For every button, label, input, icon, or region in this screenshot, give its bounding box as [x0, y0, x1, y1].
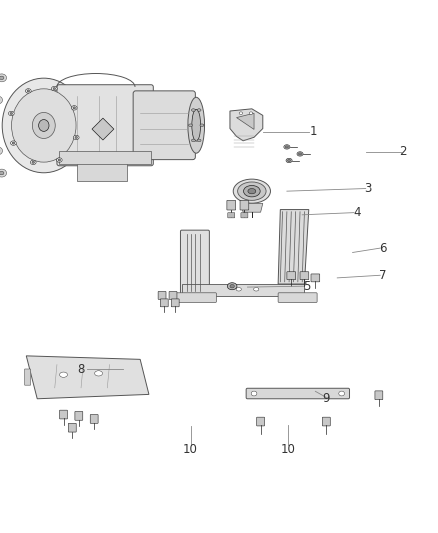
- Ellipse shape: [75, 136, 78, 139]
- FancyBboxPatch shape: [169, 292, 177, 300]
- Ellipse shape: [39, 119, 49, 131]
- FancyBboxPatch shape: [300, 272, 309, 280]
- Ellipse shape: [191, 109, 195, 111]
- Ellipse shape: [12, 142, 15, 144]
- Ellipse shape: [297, 152, 303, 156]
- Ellipse shape: [286, 158, 292, 163]
- Ellipse shape: [197, 139, 201, 142]
- Ellipse shape: [30, 160, 36, 165]
- Ellipse shape: [197, 109, 201, 111]
- FancyBboxPatch shape: [246, 388, 350, 399]
- Ellipse shape: [25, 88, 31, 93]
- Ellipse shape: [248, 189, 256, 194]
- Ellipse shape: [339, 391, 344, 396]
- FancyBboxPatch shape: [278, 293, 317, 302]
- FancyBboxPatch shape: [227, 200, 236, 210]
- FancyBboxPatch shape: [322, 417, 330, 426]
- Ellipse shape: [188, 124, 193, 126]
- Ellipse shape: [227, 282, 237, 290]
- Ellipse shape: [71, 106, 77, 110]
- Text: 5: 5: [303, 280, 310, 293]
- Ellipse shape: [60, 372, 67, 377]
- Text: 7: 7: [379, 269, 387, 282]
- Ellipse shape: [0, 96, 3, 104]
- Ellipse shape: [254, 287, 259, 291]
- Ellipse shape: [237, 182, 266, 200]
- Text: 10: 10: [281, 443, 296, 456]
- Ellipse shape: [287, 159, 291, 161]
- Text: 1: 1: [309, 125, 317, 138]
- Ellipse shape: [0, 171, 4, 175]
- Ellipse shape: [2, 78, 85, 173]
- Ellipse shape: [58, 159, 60, 161]
- FancyBboxPatch shape: [77, 159, 127, 181]
- Text: 2: 2: [399, 146, 407, 158]
- Ellipse shape: [236, 287, 241, 291]
- Polygon shape: [92, 118, 114, 140]
- FancyBboxPatch shape: [75, 411, 83, 420]
- FancyBboxPatch shape: [311, 274, 320, 282]
- Ellipse shape: [52, 86, 57, 91]
- Ellipse shape: [27, 90, 30, 92]
- Ellipse shape: [0, 147, 3, 155]
- Ellipse shape: [11, 141, 16, 146]
- Ellipse shape: [233, 179, 270, 203]
- Ellipse shape: [10, 112, 13, 115]
- FancyBboxPatch shape: [171, 299, 179, 307]
- Polygon shape: [241, 204, 263, 212]
- Text: 3: 3: [364, 182, 371, 195]
- FancyBboxPatch shape: [133, 91, 195, 159]
- Ellipse shape: [244, 185, 260, 197]
- Ellipse shape: [57, 158, 62, 162]
- Ellipse shape: [285, 146, 288, 148]
- Ellipse shape: [11, 89, 76, 162]
- FancyBboxPatch shape: [60, 410, 67, 419]
- FancyBboxPatch shape: [180, 230, 209, 296]
- Polygon shape: [278, 209, 309, 284]
- FancyBboxPatch shape: [68, 423, 76, 432]
- FancyBboxPatch shape: [257, 417, 265, 426]
- Ellipse shape: [0, 74, 7, 82]
- Text: 4: 4: [353, 206, 361, 219]
- FancyBboxPatch shape: [158, 292, 166, 300]
- FancyBboxPatch shape: [90, 415, 98, 423]
- Ellipse shape: [32, 161, 35, 164]
- Polygon shape: [237, 113, 254, 130]
- Ellipse shape: [73, 107, 75, 109]
- Polygon shape: [230, 109, 263, 141]
- Ellipse shape: [299, 153, 302, 155]
- Ellipse shape: [284, 145, 290, 149]
- Polygon shape: [182, 284, 304, 296]
- Ellipse shape: [188, 98, 205, 153]
- FancyBboxPatch shape: [25, 369, 31, 385]
- Ellipse shape: [249, 112, 253, 115]
- Ellipse shape: [95, 371, 102, 376]
- Ellipse shape: [192, 109, 201, 141]
- FancyBboxPatch shape: [57, 85, 153, 166]
- FancyBboxPatch shape: [160, 299, 168, 307]
- FancyBboxPatch shape: [287, 272, 296, 280]
- FancyBboxPatch shape: [228, 213, 235, 218]
- FancyBboxPatch shape: [375, 391, 383, 400]
- Text: 10: 10: [183, 443, 198, 456]
- FancyBboxPatch shape: [241, 213, 248, 218]
- Ellipse shape: [191, 139, 195, 142]
- FancyBboxPatch shape: [175, 293, 216, 302]
- Polygon shape: [26, 356, 149, 399]
- Ellipse shape: [0, 76, 4, 79]
- Ellipse shape: [200, 124, 204, 126]
- Ellipse shape: [53, 87, 56, 90]
- Text: 9: 9: [322, 392, 330, 405]
- FancyBboxPatch shape: [240, 200, 249, 210]
- Ellipse shape: [8, 111, 14, 116]
- Ellipse shape: [239, 112, 243, 115]
- Text: 8: 8: [78, 363, 85, 376]
- Ellipse shape: [74, 135, 79, 140]
- Ellipse shape: [230, 285, 234, 288]
- Ellipse shape: [0, 169, 7, 177]
- FancyBboxPatch shape: [59, 151, 151, 164]
- Text: 6: 6: [379, 241, 387, 255]
- Ellipse shape: [32, 112, 55, 139]
- Ellipse shape: [251, 391, 257, 396]
